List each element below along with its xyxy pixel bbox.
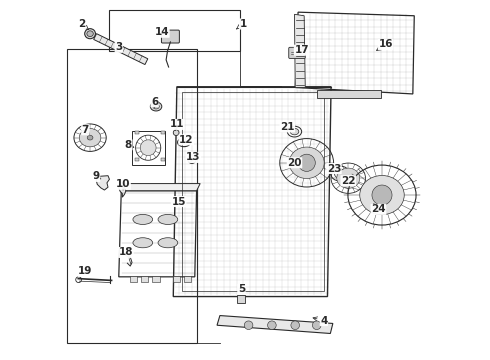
Polygon shape xyxy=(122,184,200,191)
Bar xyxy=(68,49,196,343)
Bar xyxy=(173,276,180,282)
Text: 20: 20 xyxy=(287,158,302,168)
Bar xyxy=(109,10,240,51)
Text: 1: 1 xyxy=(237,19,247,29)
Text: 23: 23 xyxy=(327,163,341,174)
Circle shape xyxy=(291,321,299,329)
Polygon shape xyxy=(96,176,109,190)
Text: 16: 16 xyxy=(377,40,393,50)
Text: 12: 12 xyxy=(179,135,194,145)
Ellipse shape xyxy=(158,215,178,225)
Bar xyxy=(184,276,191,282)
Text: 3: 3 xyxy=(115,42,122,52)
FancyBboxPatch shape xyxy=(161,30,179,43)
Text: 14: 14 xyxy=(154,27,169,37)
Ellipse shape xyxy=(85,29,96,39)
Circle shape xyxy=(268,321,276,329)
Text: 19: 19 xyxy=(78,266,93,276)
Ellipse shape xyxy=(290,129,299,135)
Polygon shape xyxy=(94,33,148,64)
Text: 7: 7 xyxy=(82,125,90,135)
Ellipse shape xyxy=(87,135,93,140)
Polygon shape xyxy=(119,186,126,197)
Circle shape xyxy=(372,185,392,205)
Text: 18: 18 xyxy=(119,247,133,258)
Text: 11: 11 xyxy=(170,120,184,130)
Text: 4: 4 xyxy=(313,316,328,325)
Text: 9: 9 xyxy=(93,171,101,181)
Text: 24: 24 xyxy=(371,204,386,215)
Ellipse shape xyxy=(289,147,324,179)
Bar xyxy=(132,131,165,165)
Text: 21: 21 xyxy=(280,122,294,132)
Bar xyxy=(135,131,139,134)
Circle shape xyxy=(245,321,253,329)
Circle shape xyxy=(313,321,321,329)
Text: 6: 6 xyxy=(151,97,158,108)
Bar xyxy=(161,131,165,134)
Ellipse shape xyxy=(133,215,153,225)
Text: 5: 5 xyxy=(238,284,245,294)
Bar xyxy=(129,276,137,282)
Circle shape xyxy=(298,154,315,171)
Circle shape xyxy=(173,130,179,135)
Text: 8: 8 xyxy=(125,140,134,150)
Ellipse shape xyxy=(153,104,159,109)
Ellipse shape xyxy=(79,129,101,147)
Text: 22: 22 xyxy=(341,176,356,186)
Bar xyxy=(135,158,139,161)
Bar xyxy=(317,90,381,98)
Polygon shape xyxy=(217,316,333,333)
FancyBboxPatch shape xyxy=(289,47,305,58)
Text: 15: 15 xyxy=(172,197,186,207)
Polygon shape xyxy=(294,14,305,87)
Bar xyxy=(161,158,165,161)
Text: 10: 10 xyxy=(116,179,130,190)
Text: 13: 13 xyxy=(186,152,200,162)
Text: 2: 2 xyxy=(78,19,88,30)
Ellipse shape xyxy=(87,31,93,37)
Bar xyxy=(237,295,245,303)
Bar xyxy=(182,92,324,291)
Text: 17: 17 xyxy=(294,45,309,55)
Ellipse shape xyxy=(360,175,404,215)
Ellipse shape xyxy=(158,238,178,248)
Ellipse shape xyxy=(133,238,153,248)
Bar xyxy=(152,276,160,282)
Circle shape xyxy=(140,140,156,156)
Circle shape xyxy=(188,155,196,163)
Ellipse shape xyxy=(337,168,360,188)
Ellipse shape xyxy=(334,169,346,178)
Ellipse shape xyxy=(150,102,162,111)
Bar xyxy=(141,276,148,282)
